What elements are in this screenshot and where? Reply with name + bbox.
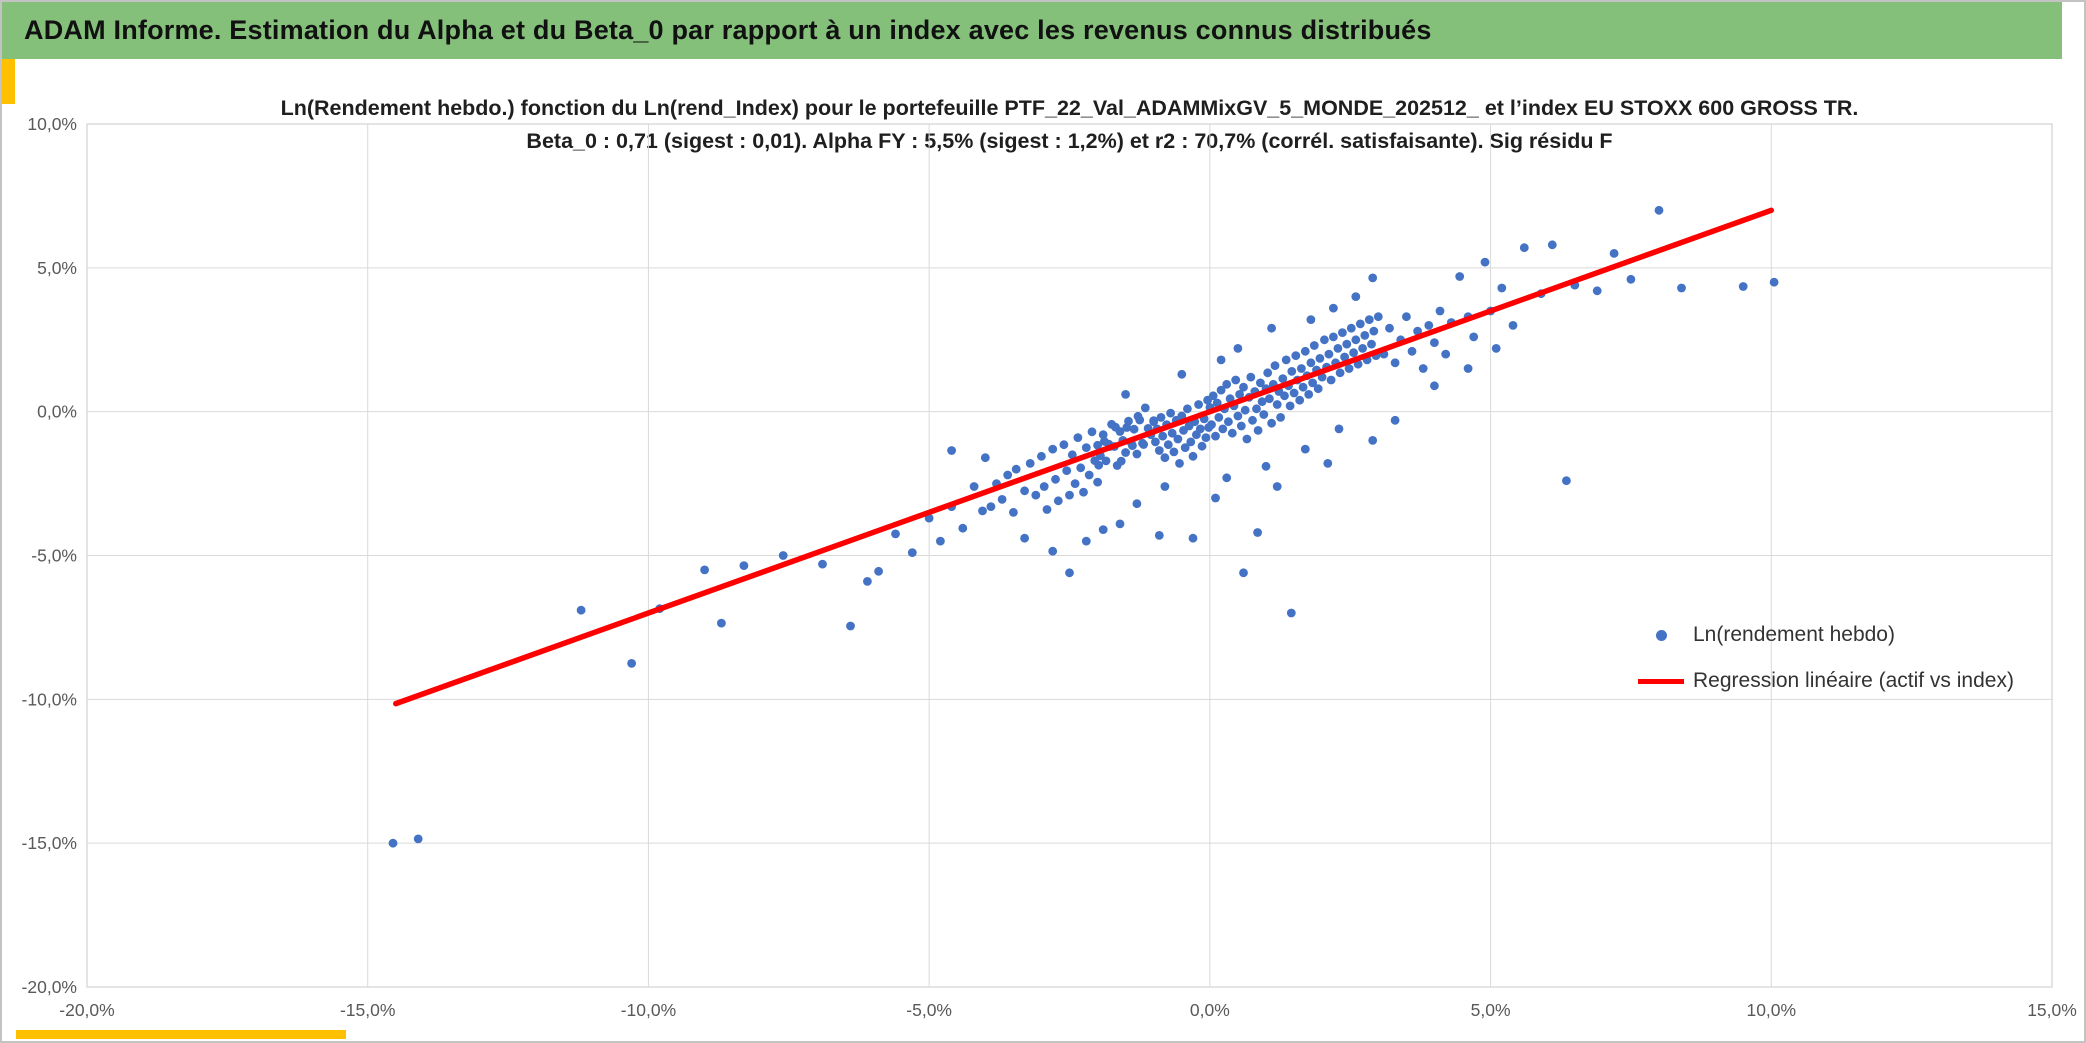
svg-text:-10,0%: -10,0% [22,689,77,709]
header-bar: ADAM Informe. Estimation du Alpha et du … [2,2,2062,59]
svg-text:5,0%: 5,0% [37,258,77,278]
svg-text:-20,0%: -20,0% [22,977,77,997]
regression-line [393,207,1775,707]
svg-text:5,0%: 5,0% [1471,1000,1511,1020]
plot-border [86,123,2053,988]
legend-label-regression: Regression linéaire (actif vs index) [1693,669,2014,692]
svg-text:0,0%: 0,0% [37,402,77,422]
legend-marker [1638,629,1684,641]
chart-legend: Ln(rendement hebdo) Regression linéaire … [1638,620,2014,696]
legend-marker [1638,678,1684,684]
legend-line-icon [1638,678,1684,684]
accent-bar-left [2,59,15,104]
svg-text:-10,0%: -10,0% [621,1000,676,1020]
accent-bar-bottom [16,1030,346,1039]
y-axis-tick-labels: 10,0% 5,0% 0,0% -5,0% -10,0% -15,0% -20,0% [22,114,77,997]
svg-text:-15,0%: -15,0% [340,1000,395,1020]
legend-item-regression: Regression linéaire (actif vs index) [1638,666,2014,696]
svg-text:-5,0%: -5,0% [906,1000,952,1020]
legend-label-scatter: Ln(rendement hebdo) [1693,623,1895,646]
chart-title-line1: Ln(Rendement hebdo.) fonction du Ln(rend… [280,96,1859,120]
scatter-points [388,205,1779,848]
legend-dot-icon [1655,629,1667,641]
x-axis-tick-labels: -20,0% -15,0% -10,0% -5,0% 0,0% 5,0% 10,0% 15,0… [59,1000,2077,1020]
svg-text:-20,0%: -20,0% [59,1000,114,1020]
page-title: ADAM Informe. Estimation du Alpha et du … [24,15,1432,45]
svg-text:10,0%: 10,0% [1746,1000,1796,1020]
chart-title-line2: Beta_0 : 0,71 (sigest : 0,01). Alpha FY … [526,129,1613,153]
svg-text:-5,0%: -5,0% [31,546,77,566]
legend-item-scatter: Ln(rendement hebdo) [1638,620,2014,650]
svg-text:-15,0%: -15,0% [22,833,77,853]
svg-text:15,0%: 15,0% [2027,1000,2077,1020]
gridlines [86,123,2053,988]
svg-text:10,0%: 10,0% [27,114,77,134]
svg-text:0,0%: 0,0% [1190,1000,1230,1020]
